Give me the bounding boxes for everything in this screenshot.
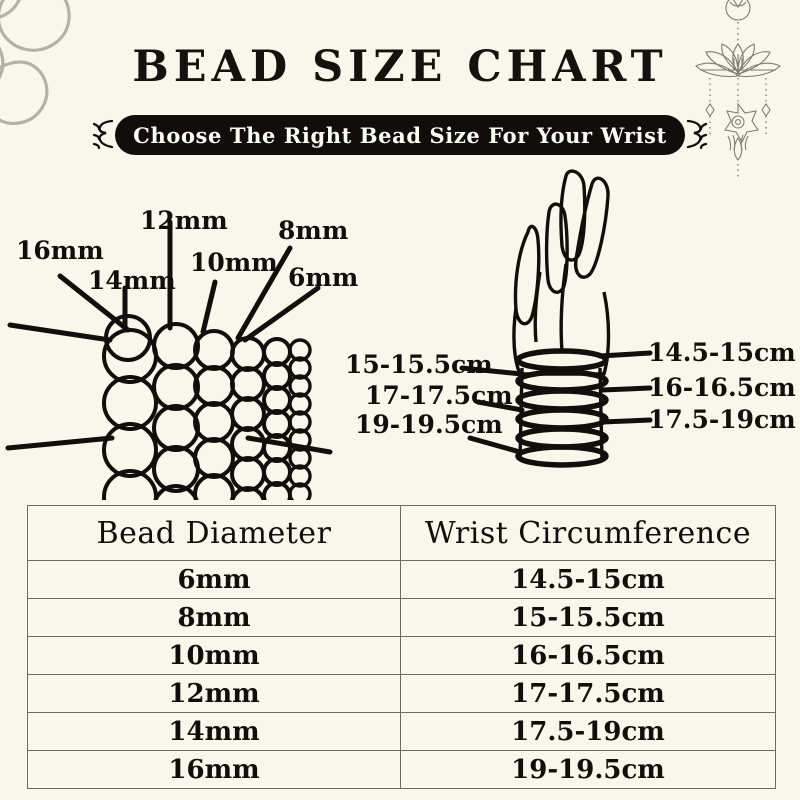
wrist-label-17-17.5cm: 17-17.5cm <box>365 381 513 410</box>
cell-wrist-circumference: 15-15.5cm <box>400 598 776 637</box>
wrist-label-17.5-19cm: 17.5-19cm <box>648 405 796 434</box>
illustration-area: 16mm 14mm 12mm 10mm 8mm 6mm 15-15.5cm 17… <box>0 160 800 500</box>
cell-bead-diameter: 10mm <box>27 636 401 675</box>
cell-wrist-circumference: 17.5-19cm <box>400 712 776 751</box>
table-header-bead-diameter: Bead Diameter <box>27 505 401 561</box>
table-row: 14mm 17.5-19cm <box>27 712 776 751</box>
page-title: BEAD SIZE CHART <box>132 42 668 92</box>
cell-wrist-circumference: 16-16.5cm <box>400 636 776 675</box>
bead-label-14mm: 14mm <box>88 266 176 295</box>
wrist-label-16-16.5cm: 16-16.5cm <box>648 373 796 402</box>
wrist-label-14.5-15cm: 14.5-15cm <box>648 338 796 367</box>
bead-leader-lines <box>5 219 333 455</box>
table-row: 16mm 19-19.5cm <box>27 750 776 789</box>
table-header-row: Bead Diameter Wrist Circumference <box>27 505 776 561</box>
bracelet-loops <box>515 348 609 468</box>
cell-bead-diameter: 16mm <box>27 750 401 789</box>
bead-label-6mm: 6mm <box>288 263 359 292</box>
bead-label-12mm: 12mm <box>140 206 228 235</box>
swirl-ornament-left-icon <box>93 119 114 150</box>
lotus-moon-ornament-icon <box>695 0 781 180</box>
cell-bead-diameter: 12mm <box>27 674 401 713</box>
diagram-svg <box>5 169 653 500</box>
cell-wrist-circumference: 19-19.5cm <box>400 750 776 789</box>
subtitle-text: Choose The Right Bead Size For Your Wris… <box>133 122 667 148</box>
mandala-ornament-icon <box>0 0 71 126</box>
table-row: 10mm 16-16.5cm <box>27 636 776 675</box>
table-row: 8mm 15-15.5cm <box>27 598 776 637</box>
cell-bead-diameter: 14mm <box>27 712 401 751</box>
bead-size-table: Bead Diameter Wrist Circumference 6mm 14… <box>27 505 776 789</box>
hand-illustration <box>512 169 611 461</box>
swirl-ornament-right-icon <box>686 119 707 150</box>
bead-cluster <box>102 314 312 500</box>
wrist-label-19-19.5cm: 19-19.5cm <box>355 410 503 439</box>
table-row: 12mm 17-17.5cm <box>27 674 776 713</box>
bead-label-8mm: 8mm <box>278 216 349 245</box>
wrist-label-15-15.5cm: 15-15.5cm <box>345 350 493 379</box>
wrist-leader-lines <box>459 350 653 455</box>
bead-label-16mm: 16mm <box>16 236 104 265</box>
table-header-wrist-circumference: Wrist Circumference <box>400 505 776 561</box>
cell-wrist-circumference: 14.5-15cm <box>400 560 776 599</box>
table-row: 6mm 14.5-15cm <box>27 560 776 599</box>
cell-bead-diameter: 8mm <box>27 598 401 637</box>
cell-bead-diameter: 6mm <box>27 560 401 599</box>
bead-label-10mm: 10mm <box>190 248 278 277</box>
subtitle-banner: Choose The Right Bead Size For Your Wris… <box>0 113 800 157</box>
cell-wrist-circumference: 17-17.5cm <box>400 674 776 713</box>
